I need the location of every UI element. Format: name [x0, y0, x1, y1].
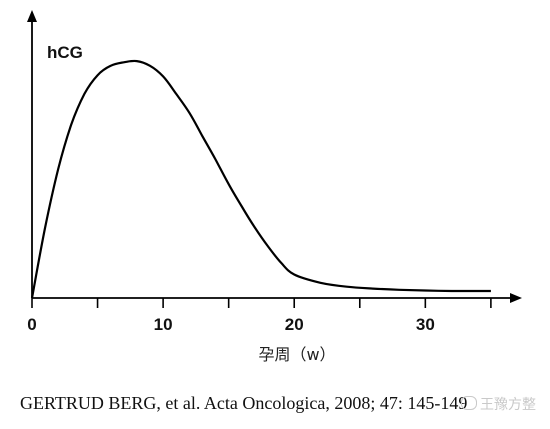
x-axis-arrow [510, 293, 522, 303]
chat-bubble-icon [461, 396, 477, 410]
hcg-curve [30, 59, 491, 299]
x-tick-label: 30 [416, 315, 435, 334]
watermark-text: 王豫方整 [480, 397, 536, 413]
x-tick-label: 10 [154, 315, 173, 334]
y-axis-title: hCG [47, 43, 83, 62]
x-tick-label: 20 [285, 315, 304, 334]
citation: GERTRUD BERG, et al. Acta Oncologica, 20… [20, 393, 467, 414]
x-tick-label: 0 [27, 315, 36, 334]
axes [27, 10, 522, 303]
y-axis-arrow [27, 10, 37, 22]
x-ticks [31, 298, 492, 308]
watermark: 王豫方整 [461, 394, 536, 414]
x-tick-labels: 0 10 20 30 [27, 315, 435, 334]
citation-text: GERTRUD BERG, et al. Acta Oncologica, 20… [20, 393, 468, 413]
x-axis-title: 孕周（w） [258, 345, 335, 364]
hcg-chart: 0 10 20 30 hCG 孕周（w） [27, 10, 522, 364]
